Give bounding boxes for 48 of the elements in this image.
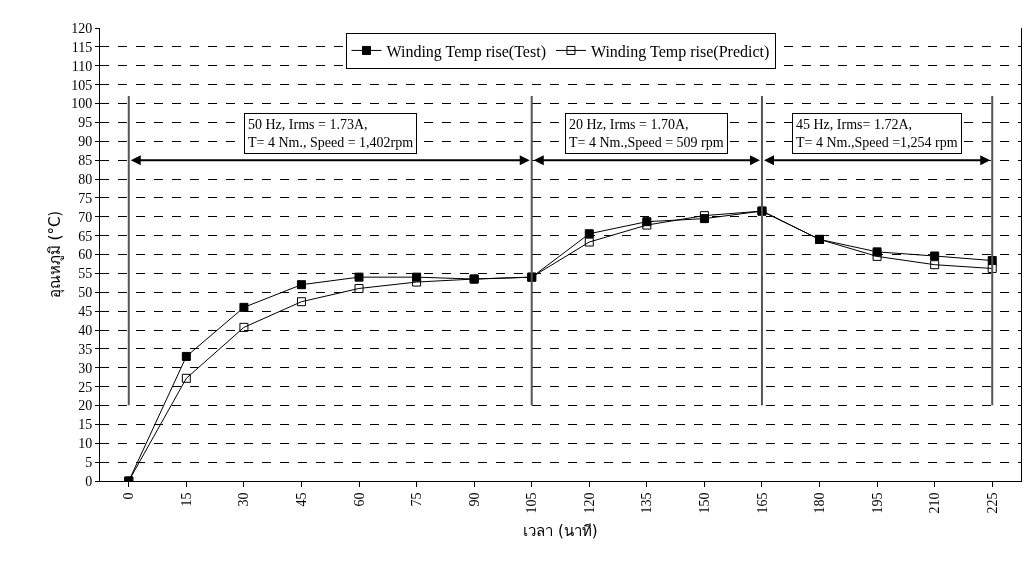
y-tick-label: 95 xyxy=(78,115,93,131)
y-tick-label: 40 xyxy=(78,322,93,338)
annotation: 50 Hz, Irms = 1.73A, T= 4 Nm., Speed = 1,402rpm xyxy=(248,117,414,151)
x-tick-label: 75 xyxy=(409,492,425,507)
x-tick-label: 225 xyxy=(984,492,1000,514)
y-tick-label: 105 xyxy=(71,77,93,93)
x-tick-label: 195 xyxy=(869,492,885,514)
x-axis-title: เวลา (นาที) xyxy=(523,522,598,540)
annotation: 20 Hz, Irms = 1.70A, T= 4 Nm.,Speed = 509 rpm xyxy=(569,117,724,151)
y-tick-label: 110 xyxy=(71,58,93,74)
y-tick-label: 5 xyxy=(85,455,93,471)
y-tick-label: 70 xyxy=(78,209,93,225)
y-tick-label: 85 xyxy=(78,153,93,169)
x-tick-label: 60 xyxy=(351,492,367,507)
y-tick-label: 90 xyxy=(78,134,93,150)
y-tick-label: 120 xyxy=(71,20,93,36)
x-tick-label: 210 xyxy=(927,492,943,514)
y-tick-label: 20 xyxy=(78,398,93,414)
x-tick-label: 105 xyxy=(524,492,540,514)
annotation: 45 Hz, Irms= 1.72A, T= 4 Nm.,Speed =1,254 rpm xyxy=(796,117,958,151)
x-tick-label: 30 xyxy=(236,492,252,507)
x-tick-label: 165 xyxy=(754,492,770,514)
y-tick-label: 30 xyxy=(78,360,93,376)
x-tick-label: 135 xyxy=(639,492,655,514)
y-tick-label: 0 xyxy=(85,473,93,489)
y-axis-title: อุณหภูมิ (°C) xyxy=(46,210,65,299)
y-tick-label: 80 xyxy=(78,171,93,187)
legend-label: Winding Temp rise(Test) xyxy=(386,42,546,61)
y-tick-label: 35 xyxy=(78,341,93,357)
legend-label: Winding Temp rise(Predict) xyxy=(590,42,770,61)
y-tick-label: 10 xyxy=(78,436,93,452)
y-tick-label: 15 xyxy=(78,417,93,433)
y-tick-label: 55 xyxy=(78,266,93,282)
x-tick-label: 15 xyxy=(178,492,194,507)
x-tick-label: 120 xyxy=(581,492,597,514)
y-tick-label: 75 xyxy=(78,190,93,206)
x-tick-label: 90 xyxy=(466,492,482,507)
y-tick-label: 115 xyxy=(71,39,93,55)
y-tick-label: 45 xyxy=(78,304,93,320)
x-tick-label: 0 xyxy=(121,492,137,500)
x-tick-label: 150 xyxy=(696,492,712,514)
y-tick-label: 60 xyxy=(78,247,93,263)
y-tick-label: 50 xyxy=(78,285,93,301)
x-tick-label: 180 xyxy=(812,492,828,514)
y-tick-label: 65 xyxy=(78,228,93,244)
y-tick-label: 25 xyxy=(78,379,93,395)
x-tick-label: 45 xyxy=(294,492,310,507)
y-tick-label: 100 xyxy=(71,96,93,112)
